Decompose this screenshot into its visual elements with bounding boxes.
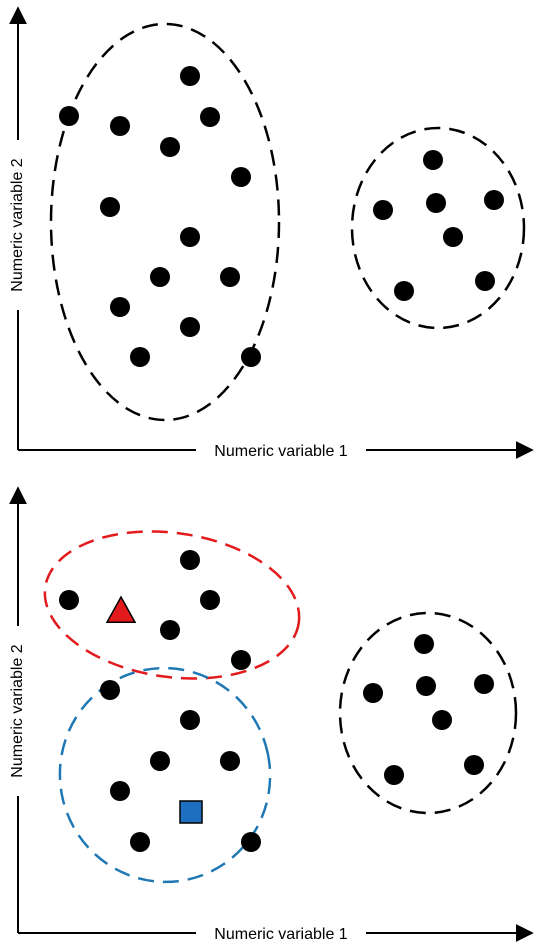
data-point <box>241 832 261 852</box>
bottom-x-axis-label: Numeric variable 1 <box>214 926 347 943</box>
centroid-triangle-marker <box>105 595 137 623</box>
data-point <box>443 227 463 247</box>
data-point <box>100 680 120 700</box>
bottom-x-label-bg <box>196 923 366 943</box>
data-point <box>110 297 130 317</box>
data-point <box>160 137 180 157</box>
data-point <box>180 317 200 337</box>
top-y-label-bg <box>8 140 28 310</box>
bottom-cluster-group <box>43 530 518 884</box>
data-point <box>220 267 240 287</box>
data-point <box>416 676 436 696</box>
top-points-group <box>59 66 504 367</box>
data-point <box>432 710 452 730</box>
data-point <box>59 106 79 126</box>
data-point <box>110 116 130 136</box>
data-point <box>231 650 251 670</box>
top-x-label-bg <box>196 440 366 460</box>
data-point <box>130 347 150 367</box>
data-point <box>180 710 200 730</box>
data-point <box>484 190 504 210</box>
top-cluster-ellipse-1 <box>49 22 281 422</box>
data-point <box>180 66 200 86</box>
centroid-square-marker <box>179 800 203 824</box>
bottom-cluster-ellipse-2 <box>58 666 272 884</box>
data-point <box>394 281 414 301</box>
data-point <box>110 781 130 801</box>
bottom-cluster-ellipse-3 <box>338 611 518 815</box>
data-point <box>474 674 494 694</box>
data-point <box>475 271 495 291</box>
data-point <box>200 107 220 127</box>
data-point <box>150 751 170 771</box>
data-point <box>363 683 383 703</box>
bottom-y-label-bg <box>8 626 28 796</box>
top-x-axis-label: Numeric variable 1 <box>214 443 347 460</box>
bottom-points-group <box>59 550 494 852</box>
data-point <box>220 751 240 771</box>
data-point <box>130 832 150 852</box>
data-point <box>150 267 170 287</box>
data-point <box>423 150 443 170</box>
data-point <box>241 347 261 367</box>
bottom-panel: Numeric variable 1 Numeric variable 2 <box>8 486 534 943</box>
data-point <box>100 197 120 217</box>
top-cluster-ellipse-2 <box>350 126 526 330</box>
data-point <box>414 634 434 654</box>
data-point <box>426 193 446 213</box>
data-point <box>160 620 180 640</box>
data-point <box>373 200 393 220</box>
bottom-markers-group <box>105 595 203 824</box>
data-point <box>384 765 404 785</box>
bottom-y-axis-label: Numeric variable 2 <box>9 644 26 777</box>
data-point <box>59 590 79 610</box>
top-panel: Numeric variable 1 Numeric variable 2 <box>8 6 534 460</box>
data-point <box>180 227 200 247</box>
data-point <box>231 167 251 187</box>
data-point <box>180 550 200 570</box>
data-point <box>200 590 220 610</box>
top-y-axis-label: Numeric variable 2 <box>9 158 26 291</box>
top-cluster-group <box>49 22 526 422</box>
data-point <box>464 755 484 775</box>
bottom-cluster-ellipse-1 <box>43 530 301 680</box>
